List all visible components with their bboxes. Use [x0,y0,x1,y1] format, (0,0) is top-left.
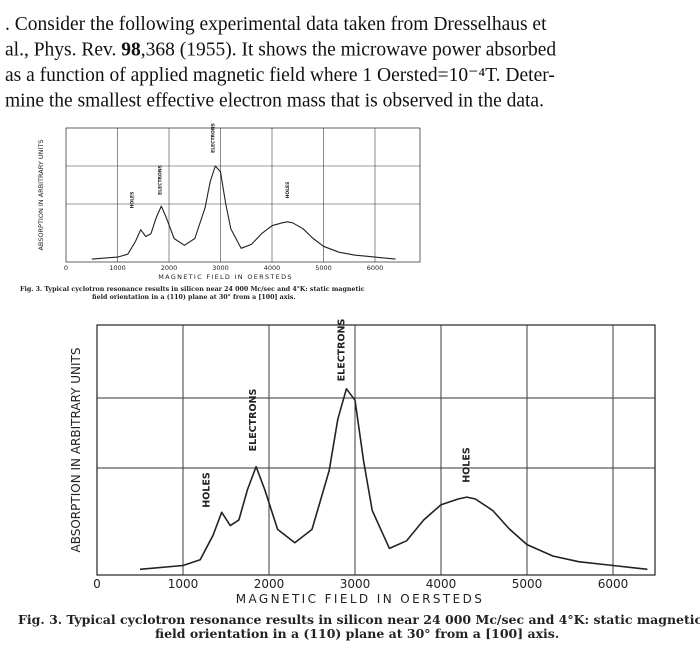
problem-line: mine the smallest effective electron mas… [5,91,544,112]
y-axis-label: ABSORPTION IN ARBITRARY UNITS [69,348,83,553]
figure-caption: field orientation in a (110) plane at 30… [155,626,559,641]
x-tick-label: 2000 [161,264,178,272]
figure-caption: Fig. 3. Typical cyclotron resonance resu… [18,612,700,627]
x-tick-label: 6000 [598,577,629,591]
x-tick-label: 4000 [426,577,457,591]
problem-text: . Consider the following experimental da… [5,14,547,35]
plot-frame [65,127,421,263]
problem-text: mine the smallest effective electron mas… [5,91,544,112]
problem-text: ,368 (1955). It shows the microwave powe… [141,40,557,61]
absorption-curve [139,388,648,571]
x-tick-label: 6000 [367,264,384,272]
peak-label: ELECTRONS [337,319,348,382]
problem-line: . Consider the following experimental da… [5,14,547,35]
figure-caption: field orientation in a (110) plane at 30… [92,294,296,301]
x-tick-label: 2000 [254,577,285,591]
problem-text: al., Phys. Rev. [5,40,121,61]
peak-label: ELECTRONS [210,123,216,153]
x-tick-label: 0 [93,577,101,591]
peak-label: HOLES [461,447,472,483]
x-tick-label: 3000 [340,577,371,591]
peak-label: ELECTRONS [248,389,259,452]
problem-line: al., Phys. Rev. 98,368 (1955). It shows … [5,40,556,61]
x-tick-label: 0 [64,264,68,272]
problem-text: 98 [121,40,141,61]
x-axis-label: MAGNETIC FIELD IN OERSTEDS [236,592,485,606]
x-tick-label: 5000 [512,577,543,591]
x-axis-label: MAGNETIC FIELD IN OERSTEDS [158,273,293,281]
x-tick-label: 5000 [315,264,332,272]
x-tick-label: 1000 [109,264,126,272]
peak-label: HOLES [202,472,213,508]
peak-label: HOLES [129,192,135,209]
problem-text: as a function of applied magnetic field … [5,65,555,86]
plot-frame [96,324,656,576]
y-axis-label: ABSORPTION IN ARBITRARY UNITS [37,139,45,250]
problem-line: as a function of applied magnetic field … [5,65,555,86]
x-tick-label: 4000 [264,264,281,272]
x-tick-label: 3000 [212,264,229,272]
absorption-curve [91,165,396,260]
peak-label: ELECTRONS [157,165,163,195]
figure-caption: Fig. 3. Typical cyclotron resonance resu… [20,286,365,293]
peak-label: HOLES [285,182,291,199]
x-tick-label: 1000 [168,577,199,591]
